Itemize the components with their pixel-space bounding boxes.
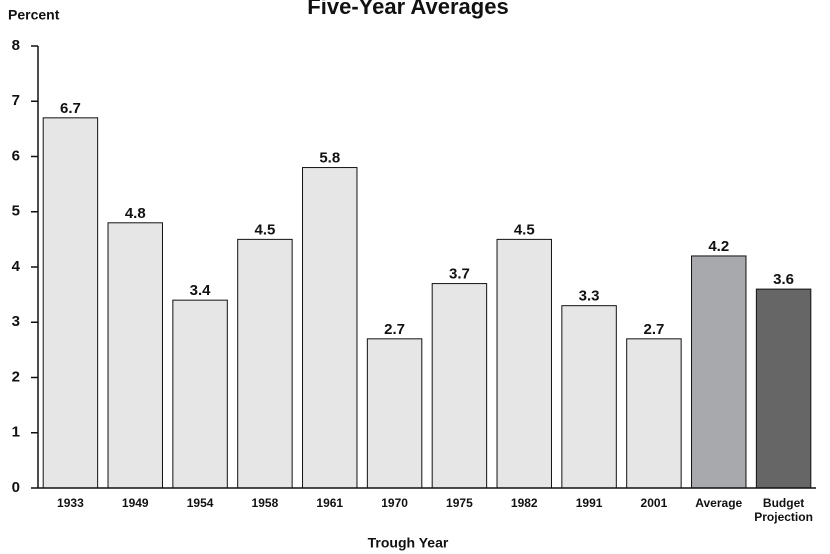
x-axis-label: Trough Year — [368, 535, 449, 551]
x-tick-label: 1949 — [121, 496, 149, 510]
y-axis-label: Percent — [8, 7, 60, 23]
bar — [107, 222, 163, 489]
x-tick-label: Budget Projection — [754, 496, 813, 524]
x-tick-label: 2001 — [640, 496, 668, 510]
value-label: 4.8 — [125, 205, 146, 222]
bar — [755, 288, 812, 489]
bar — [691, 255, 747, 489]
value-label: 3.3 — [579, 288, 600, 305]
x-tick-label: 1954 — [186, 496, 214, 510]
x-tick-label: 1982 — [510, 496, 538, 510]
bar — [431, 283, 488, 489]
x-tick-label: 1961 — [316, 496, 344, 510]
bar — [561, 305, 617, 489]
bar — [496, 238, 552, 489]
y-tick-label: 5 — [12, 203, 20, 220]
value-label: 4.2 — [708, 238, 729, 255]
x-tick-label: 1970 — [381, 496, 408, 510]
value-label: 4.5 — [254, 221, 275, 238]
y-tick-label: 8 — [12, 37, 20, 54]
x-tick-label: 1975 — [446, 496, 473, 510]
value-label: 2.7 — [643, 321, 664, 338]
chart-title: Five-Year Averages — [307, 0, 508, 19]
y-tick-label: 6 — [12, 147, 20, 164]
y-tick-label: 7 — [12, 92, 20, 109]
y-tick-label: 4 — [12, 258, 21, 275]
y-tick-label: 0 — [12, 479, 20, 496]
bar — [172, 299, 228, 489]
y-tick-label: 3 — [12, 313, 20, 330]
bar — [302, 167, 358, 489]
x-tick-label: 1958 — [251, 496, 279, 510]
value-label: 2.7 — [384, 321, 405, 338]
bar — [237, 238, 293, 489]
y-tick-label: 1 — [12, 424, 20, 441]
bar — [42, 117, 99, 489]
x-tick-label: Average — [695, 496, 743, 510]
x-tick-label: 1933 — [57, 496, 84, 510]
y-tick-label: 2 — [12, 368, 20, 385]
value-label: 3.6 — [773, 271, 794, 288]
value-label: 5.8 — [319, 150, 340, 167]
value-label: 3.4 — [190, 282, 212, 299]
bar — [626, 338, 682, 489]
value-label: 4.5 — [514, 221, 535, 238]
x-tick-label: 1991 — [575, 496, 603, 510]
value-label: 6.7 — [60, 100, 81, 117]
value-label: 3.7 — [449, 266, 470, 283]
bar — [366, 338, 423, 489]
